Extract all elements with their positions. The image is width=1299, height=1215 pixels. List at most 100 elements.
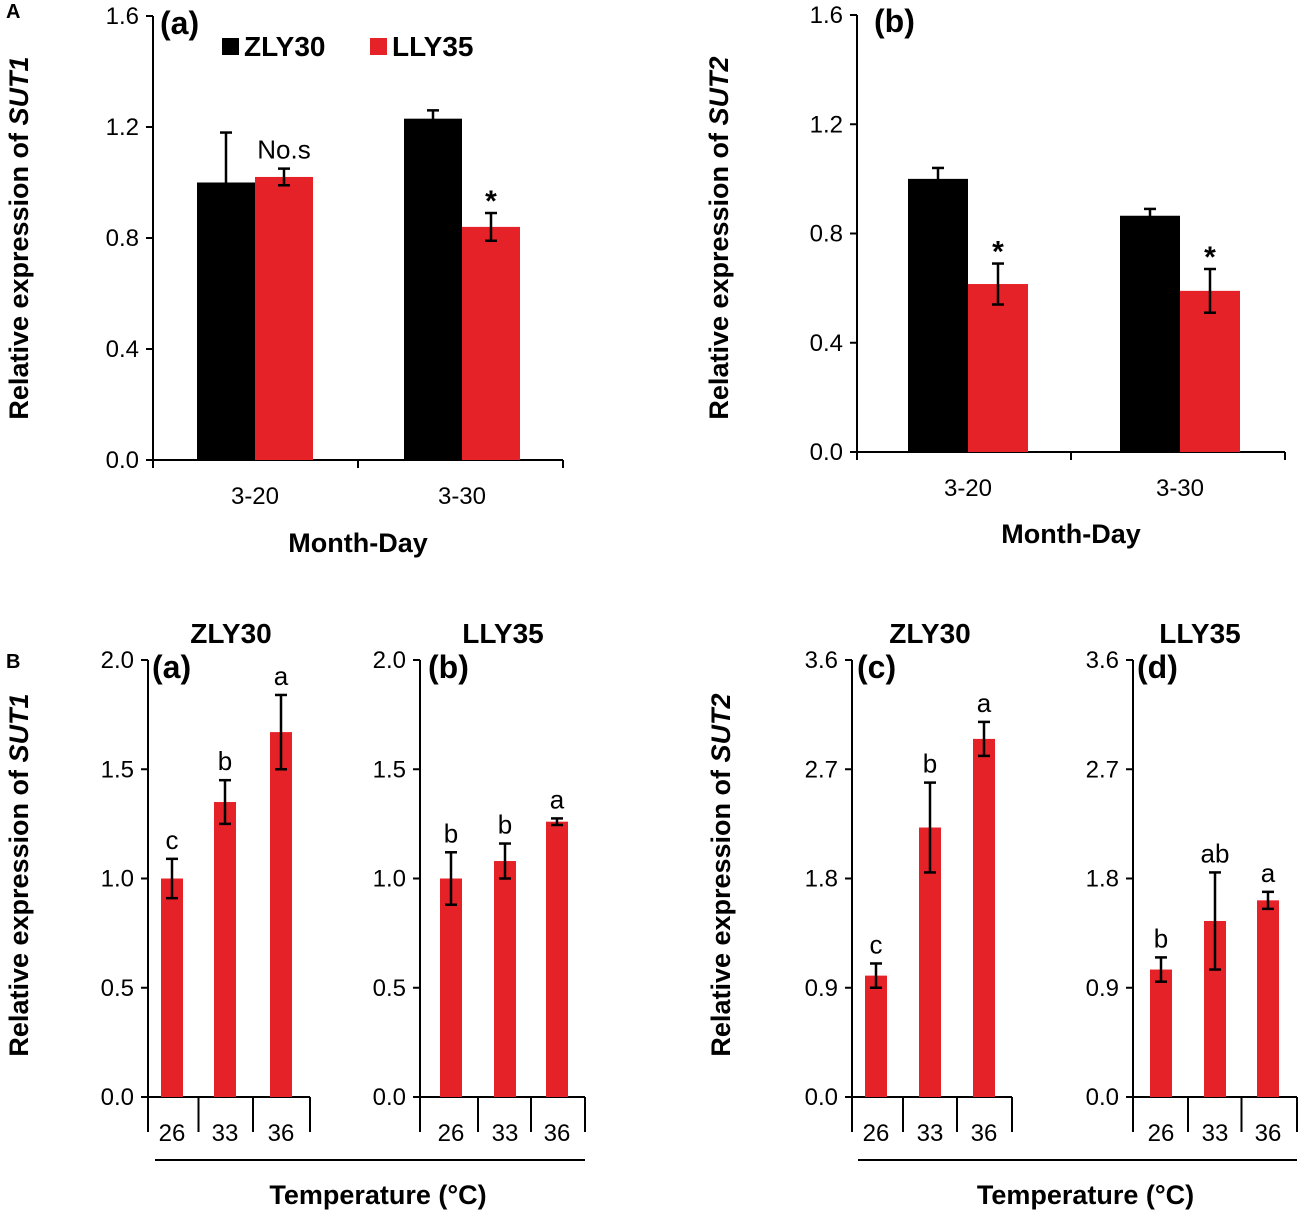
- x-tick-label: 3-30: [438, 483, 486, 510]
- x-tick-label: 36: [268, 1120, 295, 1147]
- y-tick-label: 2.0: [101, 647, 134, 674]
- chart-heading: LLY35: [1159, 618, 1240, 649]
- y-tick-label: 0.9: [805, 975, 838, 1002]
- bar-LLY35-3-20: [255, 176, 313, 460]
- x-tick-label: 3-30: [1156, 475, 1204, 502]
- panel-label: (b): [428, 649, 469, 685]
- bar-LLY35-36: [1257, 900, 1279, 1097]
- section-label-A: A: [6, 1, 20, 23]
- y-tick-label: 0.8: [810, 221, 843, 248]
- bar-LLY35-36: [546, 821, 568, 1097]
- section-label-B: B: [6, 651, 20, 673]
- bar-LLY35-26: [161, 878, 183, 1097]
- y-tick-label: 1.8: [1086, 866, 1119, 893]
- panel-label: (b): [874, 3, 915, 39]
- significance-label: a: [550, 784, 565, 814]
- chart-heading: LLY35: [462, 618, 543, 649]
- significance-label: b: [498, 810, 512, 840]
- y-tick-label: 1.5: [101, 756, 134, 783]
- chart-B-a: 0.0 0.5 1.0 1.5 2.0 26 33 36 c b a (a)ZLY30 Relative…: [4, 618, 311, 1147]
- x-axis-title: Month-Day: [288, 528, 427, 558]
- significance-label: a: [977, 688, 992, 718]
- y-axis-title: Relative expression of SUT1: [4, 56, 34, 419]
- y-tick-label: 1.0: [373, 866, 406, 893]
- y-tick-label: 0.0: [805, 1084, 838, 1111]
- x-axis-title: Month-Day: [1001, 519, 1140, 549]
- bar-ZLY30-3-30: [404, 118, 462, 461]
- bar-LLY35-3-30: [1180, 290, 1240, 452]
- chart-B-b: 0.0 0.5 1.0 1.5 2.0 26 33 36 b b a (b)LLY35: [373, 618, 586, 1147]
- y-tick-label: 1.2: [106, 114, 139, 141]
- x-tick-label: 26: [863, 1120, 890, 1147]
- shared-x-title: Temperature (°C): [977, 1180, 1194, 1210]
- y-tick-label: 0.0: [810, 439, 843, 466]
- x-tick-label: 26: [438, 1120, 465, 1147]
- y-tick-label: 0.8: [106, 225, 139, 252]
- y-tick-label: 1.5: [373, 756, 406, 783]
- significance-star: *: [992, 236, 1004, 269]
- y-tick-label: 1.2: [810, 111, 843, 138]
- y-tick-label: 0.0: [101, 1084, 134, 1111]
- significance-label: b: [444, 818, 458, 848]
- bar-LLY35-3-30: [462, 226, 520, 460]
- y-tick-label: 3.6: [1086, 647, 1119, 674]
- bar-LLY35-26: [865, 975, 887, 1097]
- legend-label: ZLY30: [244, 31, 325, 62]
- y-axis-title: Relative expression of SUT1: [4, 693, 34, 1056]
- bar-LLY35-3-20: [968, 284, 1028, 452]
- bar-LLY35-26: [1150, 969, 1172, 1097]
- significance-star: *: [485, 185, 497, 218]
- significance-label: a: [1261, 858, 1276, 888]
- panel-label: (a): [152, 649, 191, 685]
- x-tick-label: 36: [1255, 1120, 1282, 1147]
- y-tick-label: 2.7: [805, 756, 838, 783]
- y-tick-label: 2.0: [373, 647, 406, 674]
- y-tick-label: 2.7: [1086, 756, 1119, 783]
- y-tick-label: 1.8: [805, 866, 838, 893]
- significance-label: c: [166, 825, 179, 855]
- bar-LLY35-33: [494, 861, 516, 1097]
- chart-A-b: 0.0 0.4 0.8 1.2 1.6 3-20 3-30 * * (b) Relative exp…: [704, 2, 1286, 549]
- y-tick-label: 0.4: [106, 336, 139, 363]
- panel-label: (c): [857, 649, 896, 685]
- significance-label: c: [870, 929, 883, 959]
- significance-label: ab: [1201, 838, 1230, 868]
- bar-LLY35-36: [973, 738, 995, 1097]
- bar-LLY35-33: [1204, 920, 1226, 1097]
- x-tick-label: 26: [1148, 1120, 1175, 1147]
- chart-A-a: 0.0 0.4 0.8 1.2 1.6 3-20 3-30 No.s * (a) Relative …: [4, 3, 564, 558]
- y-tick-label: 0.9: [1086, 975, 1119, 1002]
- significance-label: b: [218, 746, 232, 776]
- significance-label: No.s: [257, 135, 310, 165]
- bar-LLY35-26: [440, 878, 462, 1097]
- chart-heading: ZLY30: [190, 618, 271, 649]
- y-tick-label: 1.6: [810, 2, 843, 29]
- x-tick-label: 36: [971, 1120, 998, 1147]
- y-tick-label: 0.0: [373, 1084, 406, 1111]
- chart-heading: ZLY30: [889, 618, 970, 649]
- legend-label: LLY35: [392, 31, 473, 62]
- x-tick-label: 33: [1202, 1120, 1229, 1147]
- x-tick-label: 36: [544, 1120, 571, 1147]
- panel-label: (a): [160, 5, 199, 41]
- bar-LLY35-33: [214, 802, 236, 1097]
- legend-swatch-ZLY30: [222, 38, 239, 55]
- x-tick-label: 33: [917, 1120, 944, 1147]
- x-tick-label: 33: [212, 1120, 239, 1147]
- y-tick-label: 3.6: [805, 647, 838, 674]
- y-tick-label: 0.0: [106, 447, 139, 474]
- chart-B-d: 0.0 0.9 1.8 2.7 3.6 26 33 36 b ab a (d)LLY35: [1086, 618, 1298, 1147]
- significance-star: *: [1204, 241, 1216, 274]
- x-tick-label: 33: [492, 1120, 519, 1147]
- y-tick-label: 1.0: [101, 866, 134, 893]
- x-tick-label: 26: [159, 1120, 186, 1147]
- y-tick-label: 0.5: [373, 975, 406, 1002]
- y-tick-label: 0.0: [1086, 1084, 1119, 1111]
- x-tick-label: 3-20: [944, 475, 992, 502]
- y-tick-label: 1.6: [106, 3, 139, 30]
- significance-label: b: [923, 749, 937, 779]
- shared-x-title: Temperature (°C): [269, 1180, 486, 1210]
- legend-swatch-LLY35: [370, 38, 387, 55]
- chart-B-c: 0.0 0.9 1.8 2.7 3.6 26 33 36 c b a (c)ZLY30 Relative…: [706, 618, 1013, 1147]
